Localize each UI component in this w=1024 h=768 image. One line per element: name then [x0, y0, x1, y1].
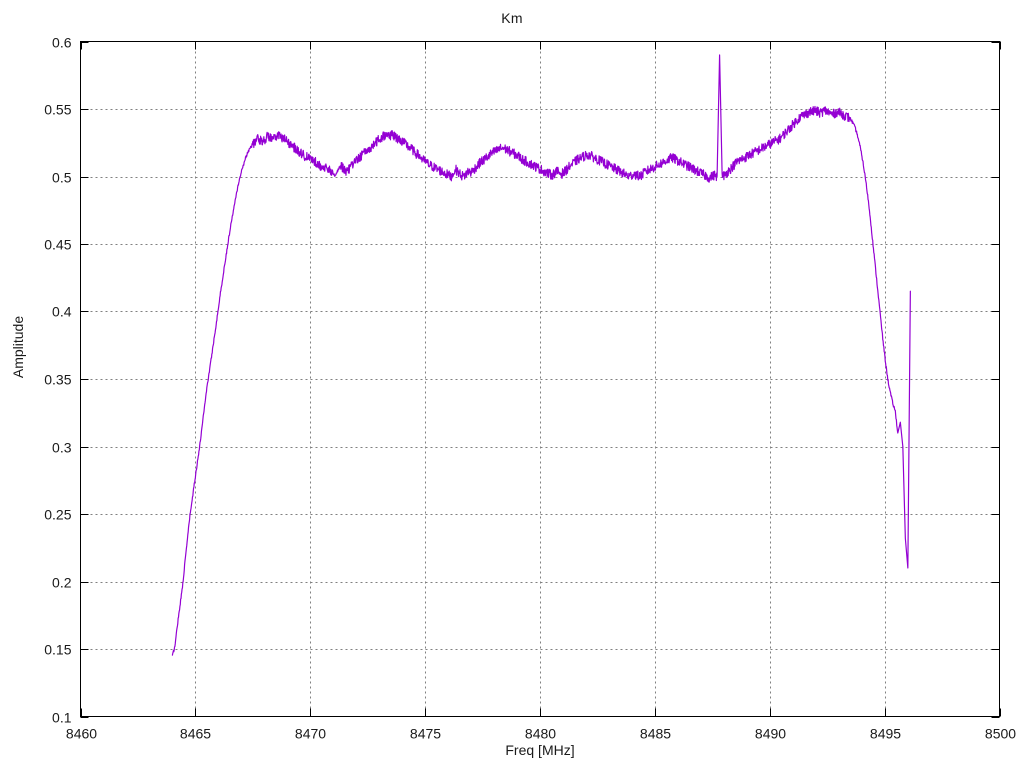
y-tick-label: 0.5 — [52, 170, 72, 186]
y-tick-label: 0.6 — [52, 35, 72, 51]
y-tick-label: 0.15 — [44, 642, 71, 658]
y-tick-label: 0.2 — [52, 575, 72, 591]
x-axis-ticks: 8460 8465 8470 8475 8480 8485 8490 8495 8500 — [66, 41, 1016, 742]
y-tick-label: 0.4 — [52, 304, 72, 320]
x-tick-label: 8485 — [640, 726, 671, 742]
x-axis-label: Freq [MHz] — [505, 742, 575, 758]
x-tick-label: 8460 — [66, 726, 97, 742]
x-tick-label: 8475 — [410, 726, 441, 742]
grid-lines — [80, 41, 1000, 717]
x-tick-label: 8480 — [525, 726, 556, 742]
y-tick-label: 0.45 — [44, 237, 71, 253]
chart-title: Km — [501, 10, 523, 26]
y-tick-label: 0.25 — [44, 507, 71, 523]
x-tick-label: 8490 — [755, 726, 786, 742]
y-tick-label: 0.55 — [44, 102, 71, 118]
y-tick-label: 0.1 — [52, 710, 72, 726]
x-tick-label: 8470 — [295, 726, 326, 742]
y-tick-label: 0.3 — [52, 440, 72, 456]
x-tick-label: 8465 — [180, 726, 211, 742]
x-tick-label: 8495 — [870, 726, 901, 742]
x-tick-label: 8500 — [985, 726, 1016, 742]
plot-frame — [80, 41, 1000, 717]
y-axis-ticks: 0.1 0.15 0.2 0.25 0.3 0.35 0.4 0.45 0.5 0.55 0.6 — [44, 35, 1000, 726]
y-tick-label: 0.35 — [44, 372, 71, 388]
data-series-line — [171, 54, 911, 656]
